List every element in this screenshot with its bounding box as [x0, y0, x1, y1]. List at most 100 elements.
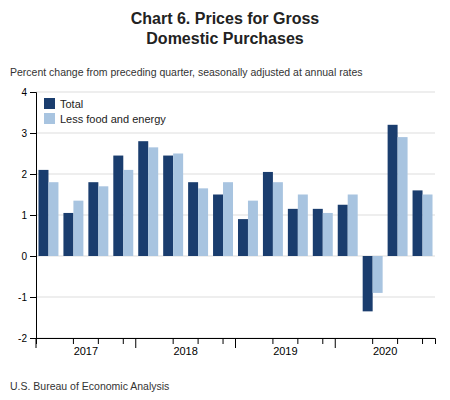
x-tick-mark [422, 338, 423, 344]
y-tick: 1 [21, 210, 36, 221]
series [38, 125, 422, 312]
x-tick [397, 338, 398, 344]
bar [273, 182, 283, 256]
grid-line [36, 174, 435, 175]
y-tick: -1 [18, 292, 36, 303]
y-tick-label: 1 [21, 210, 27, 221]
bar [63, 213, 73, 256]
x-tick [297, 338, 298, 344]
bar [73, 201, 83, 256]
y-tick-mark [30, 92, 36, 93]
x-tick [272, 338, 273, 344]
bar [313, 209, 323, 256]
y-tick: -2 [18, 333, 36, 344]
bar [163, 156, 173, 256]
x-tick: 2020 [335, 338, 397, 357]
x-tick-mark [73, 338, 74, 344]
legend: Total Less food and energy [44, 98, 166, 125]
x-tick-mark [173, 338, 174, 344]
bar [113, 156, 123, 256]
bar [38, 170, 48, 256]
bar [373, 256, 383, 293]
bar [198, 188, 208, 256]
bar [188, 182, 198, 256]
bar [98, 186, 108, 256]
legend-label: Total [60, 98, 83, 110]
bar [338, 205, 348, 256]
bar [238, 219, 248, 256]
bar [398, 137, 408, 256]
x-tick-mark [272, 338, 273, 344]
x-tick-label: 2020 [373, 345, 397, 357]
grid-line [36, 133, 435, 134]
x-tick-mark [123, 338, 124, 344]
y-tick-mark [30, 297, 36, 298]
y-axis-line [30, 93, 37, 339]
x-tick-label: 2017 [74, 345, 98, 357]
x-tick [372, 338, 373, 344]
legend-item: Less food and energy [44, 113, 166, 125]
x-tick-mark [223, 338, 224, 344]
grid [36, 92, 435, 338]
bar [413, 190, 423, 256]
series [48, 137, 432, 293]
y-tick-label: 3 [21, 128, 27, 139]
legend-swatch [44, 98, 55, 109]
x-tick: 2019 [236, 338, 298, 357]
x-tick-mark [36, 338, 37, 348]
bar [248, 201, 258, 256]
x-axis: 2017 2018 2019 2020 [36, 338, 436, 357]
x-tick: 2017 [36, 338, 98, 357]
bar [138, 141, 148, 256]
y-tick-label: 4 [21, 87, 27, 98]
bar [263, 172, 273, 256]
y-tick-mark [30, 133, 36, 134]
x-tick [98, 338, 99, 344]
y-tick-label: -1 [18, 292, 27, 303]
y-axis: -2 -1 0 1 2 3 4 [18, 87, 36, 344]
y-tick-label: -2 [18, 333, 27, 344]
x-tick [73, 338, 74, 344]
y-tick-label: 0 [21, 251, 27, 262]
grid-line [36, 297, 435, 298]
title: Domestic Purchases [146, 30, 304, 47]
x-tick-mark [135, 338, 136, 348]
bar [323, 213, 333, 256]
y-tick-mark [30, 215, 36, 216]
x-tick [123, 338, 124, 344]
chart: Chart 6. Prices for Gross Domestic Purcha… [0, 0, 450, 400]
x-tick [173, 338, 174, 344]
bar [348, 195, 358, 257]
grid-line [36, 92, 435, 93]
x-tick-label: 2018 [173, 345, 197, 357]
title: Chart 6. Prices for Gross [131, 10, 320, 27]
bars [38, 125, 432, 312]
annotation: U.S. Bureau of Economic Analysis [10, 380, 169, 392]
bar [388, 125, 398, 256]
bar [88, 182, 98, 256]
y-tick: 2 [21, 169, 36, 180]
x-tick-mark [198, 338, 199, 344]
x-tick [198, 338, 199, 344]
x-tick: 2018 [136, 338, 198, 357]
bar [123, 170, 133, 256]
bar [48, 182, 58, 256]
y-tick-label: 2 [21, 169, 27, 180]
x-tick [223, 338, 224, 344]
x-tick-mark [235, 338, 236, 348]
y-tick: 3 [21, 128, 36, 139]
bar [223, 182, 233, 256]
y-tick-mark [30, 174, 36, 175]
x-tick-label: 2019 [273, 345, 297, 357]
bar [423, 195, 433, 257]
x-tick-mark [372, 338, 373, 344]
y-tick: 4 [21, 87, 36, 98]
plot: -2 -1 0 1 2 3 4 2017 2018 2019 2020 Total Less food … [18, 87, 435, 357]
x-tick-mark [98, 338, 99, 344]
y-tick-mark [30, 338, 36, 339]
bar [363, 256, 373, 311]
x-tick-mark [397, 338, 398, 344]
legend-item: Total [44, 98, 83, 110]
x-tick [322, 338, 323, 344]
bar [298, 195, 308, 257]
